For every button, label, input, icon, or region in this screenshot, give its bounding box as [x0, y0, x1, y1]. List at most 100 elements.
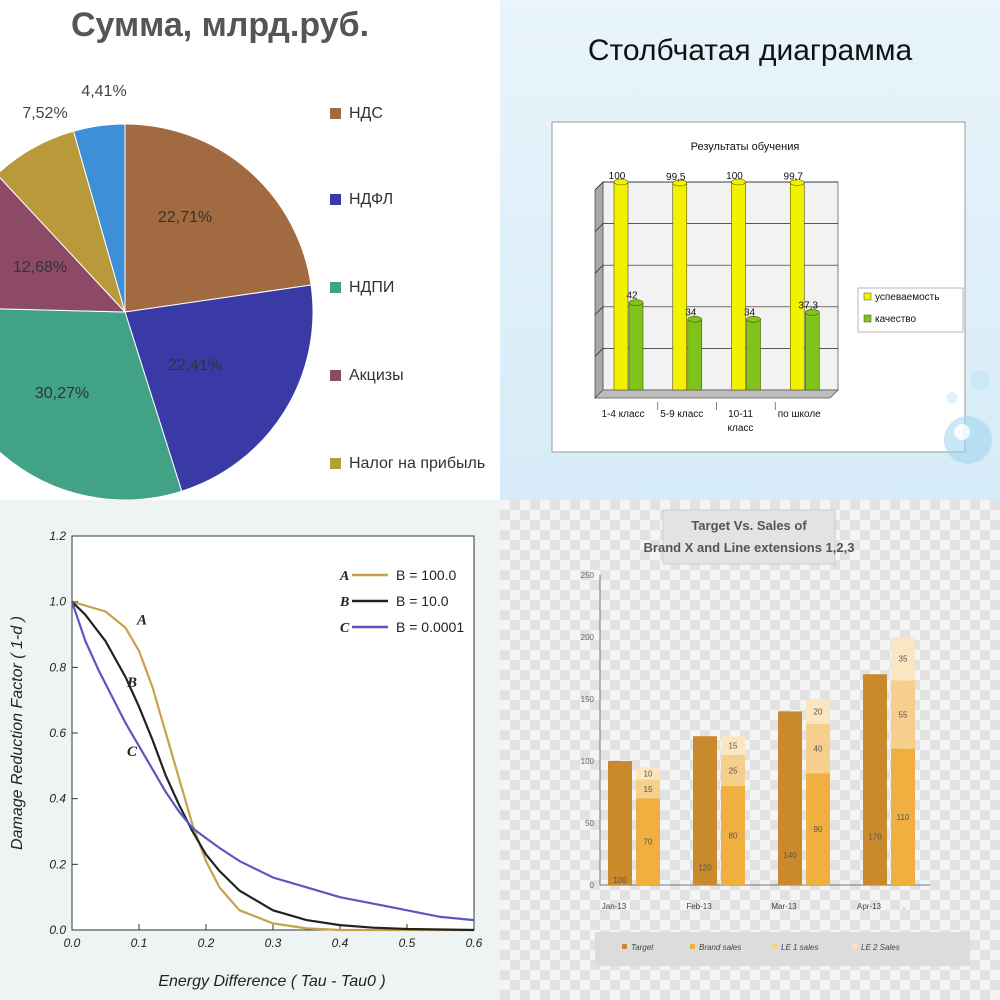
stack-value-label: 15: [729, 742, 738, 751]
legend-label: НДФЛ: [349, 191, 393, 208]
pie-slice: [0, 176, 127, 313]
bar-data-label: 34: [744, 307, 756, 318]
floor: [594, 389, 839, 399]
bar-data-label: 34: [685, 307, 697, 318]
target-value-label: 100: [613, 876, 627, 885]
bar-data-label: 100: [609, 171, 626, 182]
legend-label: Target: [631, 943, 654, 952]
stack-value-label: 10: [644, 769, 653, 778]
legend-key: B: [339, 595, 349, 610]
bar-data-label: 37,3: [799, 300, 819, 311]
legend-swatch: [852, 944, 857, 949]
category-label: по школе: [778, 409, 821, 420]
damage-factor-chart: 0.0 0.1 0.2 0.3 0.4 0.5 0.6 0.0 0.2 0.4 0.6 0.8 1.0 1…: [9, 529, 483, 990]
x-tick-label: 0.2: [198, 936, 215, 950]
y-tick-label: 0.6: [49, 726, 66, 740]
stack-value-label: 80: [729, 831, 738, 840]
category-label: 5-9 класс: [660, 409, 703, 420]
category-label: Jan-13: [602, 902, 627, 911]
gridline: [594, 181, 604, 191]
bar-data-label: 42: [626, 291, 638, 302]
y-tick-label: 0.8: [49, 660, 66, 674]
legend-label: Акцизы: [349, 367, 404, 384]
pie-slice: [0, 308, 183, 500]
side-wall: [594, 181, 604, 399]
school-results-panel: Столбчатая диаграмма Результаты обучения…: [500, 0, 1000, 500]
y-tick-label: 0.2: [49, 857, 66, 871]
bar-uspevaemost: [613, 181, 629, 391]
target-sales-chart: Target Vs. Sales of Brand X and Line ext…: [581, 509, 970, 966]
bar-kachestvo-cap: [687, 315, 703, 323]
target-sales-panel: Target Vs. Sales of Brand X and Line ext…: [500, 500, 1000, 1000]
y-tick-label: 200: [581, 633, 595, 642]
bar-uspevaemost-cap: [731, 178, 746, 186]
legend-label: LE 1 sales: [781, 943, 818, 952]
pie-data-label: 12,68%: [13, 259, 67, 276]
category-label: Apr-13: [857, 902, 882, 911]
legend-label: B = 10.0: [396, 593, 449, 609]
y-tick-label: 0.4: [49, 792, 66, 806]
gridline: [594, 264, 604, 274]
bar-uspevaemost-cap: [789, 179, 805, 186]
bar-chart-title: Результаты обучения: [691, 141, 800, 153]
pie-data-label: 4,41%: [81, 83, 126, 100]
slide-title: Столбчатая диаграмма: [588, 34, 913, 67]
legend-label: НДС: [349, 105, 383, 122]
y-axis-label: Damage Reduction Factor ( 1-d ): [9, 616, 26, 850]
legend-label: НДПИ: [349, 279, 394, 296]
target-value-label: 120: [698, 864, 712, 873]
stack-value-label: 35: [899, 655, 908, 664]
curve-label: B: [126, 675, 137, 691]
pie-chart-panel: Сумма, млрд.руб. 22,71% 22,41% 30,27% 12,68…: [0, 0, 500, 500]
series-line-C: [70, 601, 475, 922]
bar-kachestvo: [687, 318, 703, 391]
target-bar: [778, 711, 802, 885]
damage-factor-panel: 0.0 0.1 0.2 0.3 0.4 0.5 0.6 0.0 0.2 0.4 0.6 0.8 1.0 1…: [0, 500, 500, 1000]
bar-uspevaemost: [731, 181, 746, 391]
legend-swatch: [330, 458, 341, 469]
legend-frame: [857, 287, 964, 333]
gridline: [594, 348, 604, 357]
school-results-chart: Столбчатая диаграмма Результаты обучения…: [551, 34, 992, 464]
series-line-A: [71, 600, 474, 932]
gridline: [594, 223, 604, 232]
stack-value-label: 40: [814, 745, 823, 754]
legend-swatch: [330, 194, 341, 205]
legend-swatch: [863, 314, 872, 323]
target-bar: [693, 736, 717, 885]
bar-uspevaemost-cap: [672, 179, 688, 187]
x-tick-label: 0.4: [332, 936, 349, 950]
x-tick-label: 0.6: [466, 936, 483, 950]
gridline: [594, 306, 604, 316]
stack-value-label: 20: [814, 707, 823, 716]
legend-label: Налог на прибыль: [349, 455, 485, 472]
plot-area: [71, 535, 475, 931]
y-tick-label: 1.2: [49, 529, 66, 543]
y-tick-label: 250: [581, 571, 595, 580]
y-tick-label: 50: [585, 819, 594, 828]
stack-value-label: 55: [899, 711, 908, 720]
stack-segment: [806, 723, 830, 774]
stack-value-label: 15: [644, 785, 653, 794]
stack-segment: [891, 680, 915, 749]
curve-label: A: [136, 613, 147, 629]
legend-label: LE 2 Sales: [861, 943, 900, 952]
y-tick-label: 0: [590, 881, 595, 890]
bar-data-label: 99,7: [784, 172, 804, 183]
legend-swatch: [330, 108, 341, 119]
pie-slice: [124, 123, 312, 313]
pie-data-label: 7,52%: [22, 105, 67, 122]
target-value-label: 140: [783, 851, 797, 860]
stack-segment: [636, 798, 660, 885]
legend-label: Brand sales: [699, 943, 741, 952]
legend-label: успеваемость: [875, 292, 939, 303]
y-tick-label: 100: [581, 757, 595, 766]
target-value-label: 170: [868, 833, 882, 842]
stack-segment: [636, 767, 660, 780]
x-tick-label: 0.0: [64, 936, 81, 950]
bar-uspevaemost: [672, 182, 688, 391]
category-label: Feb-13: [686, 902, 712, 911]
target-bar: [863, 674, 887, 885]
category-label: Mar-13: [771, 902, 797, 911]
stack-value-label: 70: [644, 838, 653, 847]
